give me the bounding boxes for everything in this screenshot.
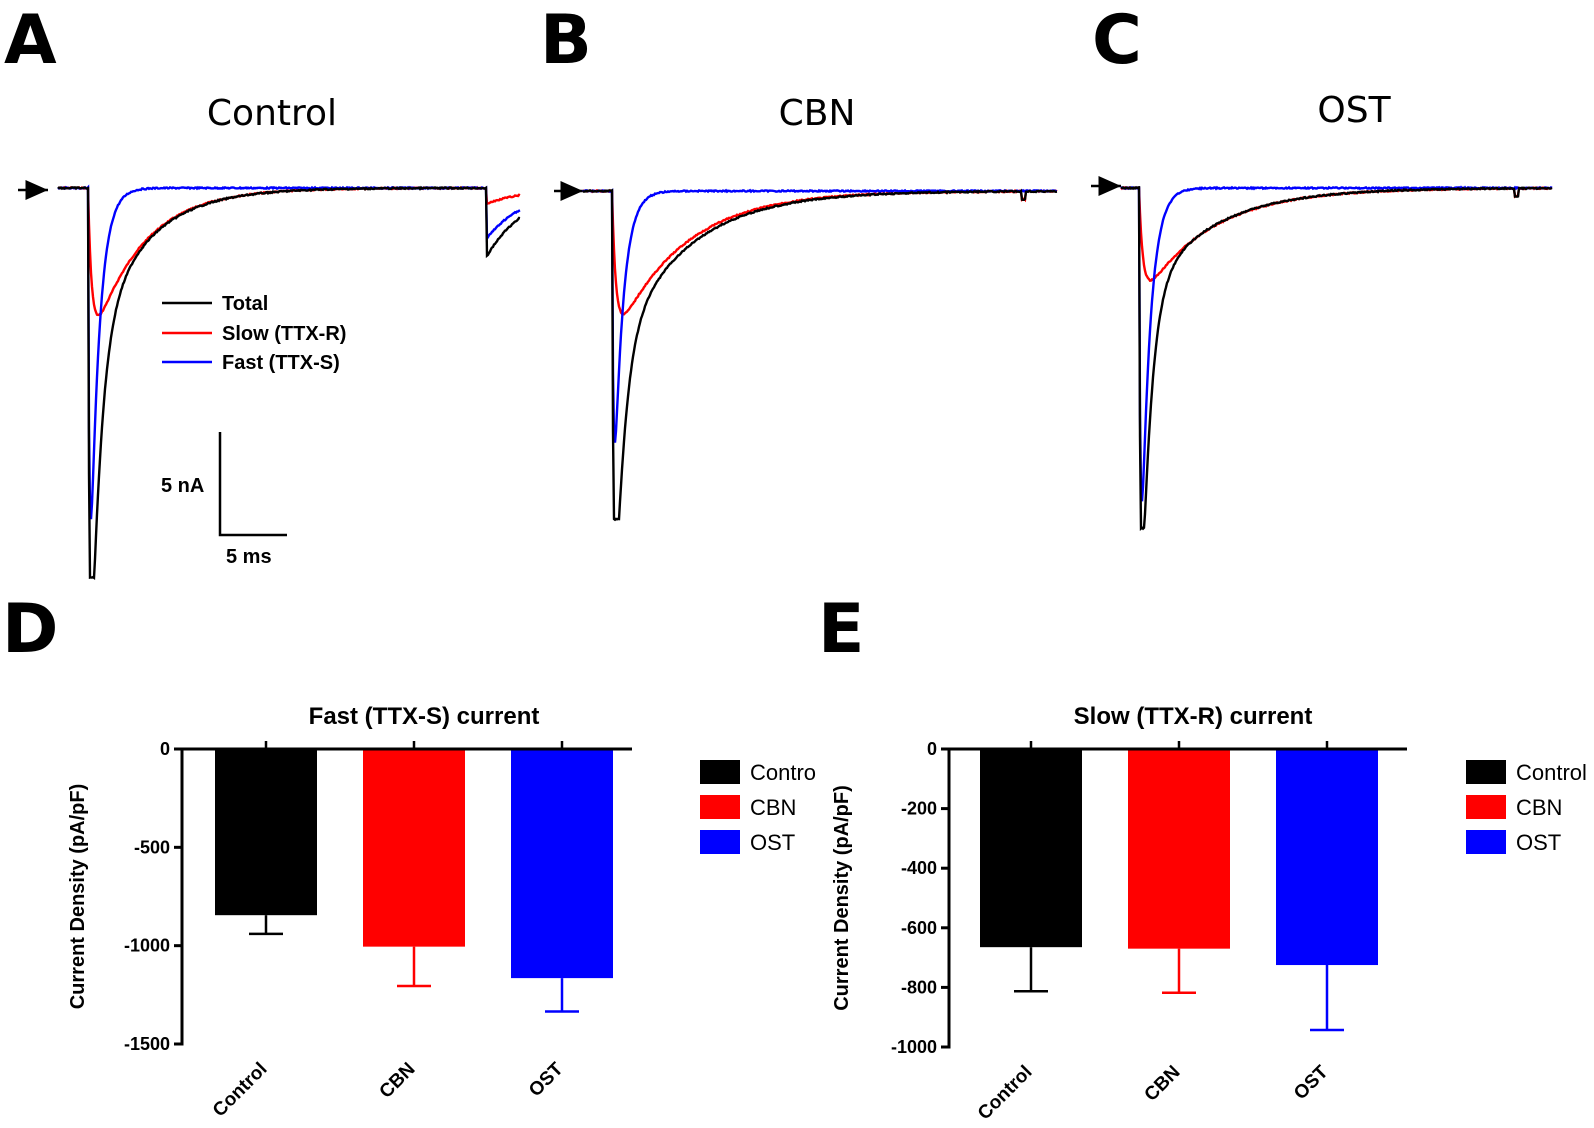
trace-total-b <box>583 188 1058 522</box>
panel-letter-e: E <box>818 590 864 669</box>
legend-label-d: CBN <box>750 795 796 820</box>
legend-swatch-d <box>700 795 740 819</box>
trace-plot-cbn <box>582 188 1058 522</box>
y-axis-label-d: Current Density (pA/pF) <box>67 784 89 1010</box>
y-tick-label-e: -800 <box>901 977 937 997</box>
category-label-cbn-d: CBN <box>376 1059 420 1103</box>
category-label-ost-e: OST <box>1290 1061 1333 1104</box>
bar-cbn-d <box>363 749 465 947</box>
trace-legend: Total Slow (TTX-R) Fast (TTX-S) <box>162 293 346 374</box>
trace-total-a <box>57 185 521 581</box>
legend-label-e: Control <box>1516 760 1587 785</box>
trace-total-c <box>1120 185 1553 531</box>
y-tick-label-e: -1000 <box>891 1037 937 1057</box>
trace-slow-a <box>57 185 521 317</box>
legend-label-slow: Slow (TTX-R) <box>222 323 346 345</box>
y-tick-label-d: 0 <box>160 739 170 759</box>
legend-swatch-d <box>700 760 740 784</box>
category-label-cbn-e: CBN <box>1141 1062 1185 1106</box>
trace-fast-c <box>1120 185 1553 502</box>
y-tick-label-e: 0 <box>927 739 937 759</box>
panel-letter-b: B <box>540 1 592 80</box>
legend-label-fast: Fast (TTX-S) <box>222 352 340 374</box>
y-tick-label-e: -600 <box>901 918 937 938</box>
y-tick-label-d: -500 <box>134 837 170 857</box>
scale-bar: 5 nA 5 ms <box>161 432 287 568</box>
bar-cbn-e <box>1128 749 1230 949</box>
legend-swatch-e <box>1466 830 1506 854</box>
trace-plot-control <box>57 184 521 581</box>
trace-title-control: Control <box>207 93 337 134</box>
panel-letter-c: C <box>1092 1 1142 80</box>
legend-label-d: OST <box>750 830 795 855</box>
y-tick-label-e: -400 <box>901 858 937 878</box>
legend-label-e: OST <box>1516 830 1561 855</box>
scale-bar-lines <box>218 432 287 537</box>
chart-title-e: Slow (TTX-R) current <box>1074 703 1313 730</box>
trace-slow-b <box>582 188 1058 316</box>
trace-slow-c <box>1120 186 1553 282</box>
category-label-control-d: Control <box>209 1059 272 1122</box>
scale-label-current: 5 nA <box>161 475 204 497</box>
legend-swatch-e <box>1466 795 1506 819</box>
trace-title-ost: OST <box>1317 90 1391 131</box>
bar-chart-slow-current: Slow (TTX-R) current Current Density (pA/… <box>831 703 1587 1124</box>
trace-plot-ost <box>1120 185 1553 531</box>
chart-title-d: Fast (TTX-S) current <box>309 703 540 730</box>
legend-swatch-d <box>700 830 740 854</box>
trace-fast-b <box>582 188 1057 443</box>
bar-ost-d <box>511 749 613 979</box>
legend-label-total: Total <box>222 293 268 315</box>
legend-label-e: CBN <box>1516 795 1562 820</box>
y-tick-label-d: -1500 <box>124 1034 170 1054</box>
bar-ost-e <box>1276 749 1378 966</box>
scale-label-time: 5 ms <box>226 546 272 568</box>
panel-letter-a: A <box>4 1 57 80</box>
category-label-control-e: Control <box>974 1062 1037 1125</box>
bar-control-d <box>215 749 317 916</box>
y-axis-label-e: Current Density (pA/pF) <box>831 785 853 1011</box>
category-label-ost-d: OST <box>525 1058 568 1101</box>
legend-label-d: Contro <box>750 760 816 785</box>
y-tick-label-d: -1000 <box>124 936 170 956</box>
y-tick-label-e: -200 <box>901 799 937 819</box>
bar-control-e <box>980 749 1082 948</box>
panel-letter-d: D <box>2 590 58 669</box>
bar-chart-fast-current: Fast (TTX-S) current Current Density (pA/… <box>67 703 816 1121</box>
legend-swatch-e <box>1466 760 1506 784</box>
trace-title-cbn: CBN <box>779 93 856 134</box>
